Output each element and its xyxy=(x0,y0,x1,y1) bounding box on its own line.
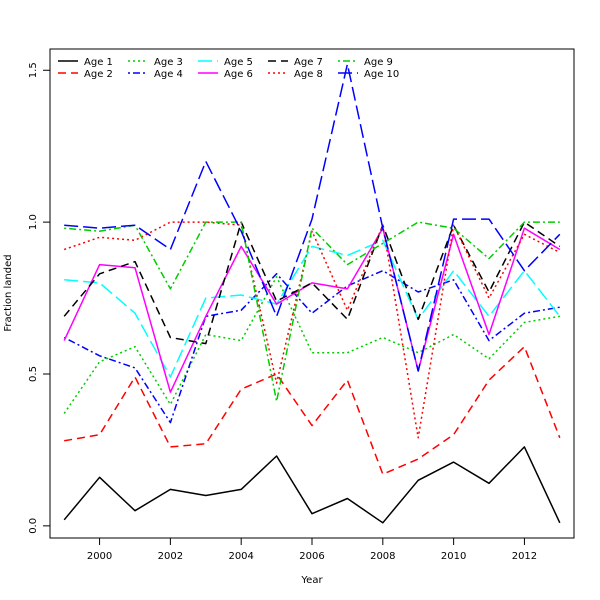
series-line-age-9 xyxy=(64,221,560,403)
y-tick-label: 0.0 xyxy=(28,518,39,534)
series-line-age-8 xyxy=(63,221,561,439)
series-line-age-6 xyxy=(63,227,561,393)
legend-label-age-3: Age 3 xyxy=(154,57,183,68)
series-line-age-4 xyxy=(63,269,560,424)
series-line-age-2 xyxy=(64,345,561,475)
x-axis: 2000 2002 2004 2006 2008 2010 2012 xyxy=(87,538,537,562)
legend-label-age-4: Age 4 xyxy=(154,69,183,80)
legend-label-age-5: Age 5 xyxy=(224,57,253,68)
x-tick-label: 2008 xyxy=(370,551,395,562)
series-line-age-1 xyxy=(63,446,561,524)
legend-label-age-7: Age 7 xyxy=(294,57,323,68)
legend-label-age-10: Age 10 xyxy=(364,69,399,80)
legend-label-age-1: Age 1 xyxy=(84,57,113,68)
series-lines xyxy=(63,63,561,524)
legend-label-age-8: Age 8 xyxy=(294,69,323,80)
series-line-age-7 xyxy=(63,221,561,345)
plot-frame xyxy=(49,48,575,539)
legend-label-age-9: Age 9 xyxy=(364,57,393,68)
x-tick-label: 2006 xyxy=(299,551,324,562)
legend-label-age-6: Age 6 xyxy=(224,69,253,80)
y-tick-label: 0.5 xyxy=(28,366,39,382)
series-line-age-3 xyxy=(63,276,560,414)
y-tick-label: 1.0 xyxy=(28,214,39,230)
x-tick-label: 2000 xyxy=(87,551,112,562)
y-tick-label: 1.5 xyxy=(28,62,39,78)
series-line-age-5 xyxy=(64,239,561,378)
legend-label-age-2: Age 2 xyxy=(84,69,113,80)
x-tick-label: 2012 xyxy=(512,551,537,562)
x-tick-label: 2002 xyxy=(158,551,183,562)
x-tick-label: 2004 xyxy=(228,551,253,562)
series-line-age-10 xyxy=(64,63,561,372)
y-axis: 0.0 0.5 1.0 1.5 xyxy=(28,62,50,534)
x-tick-label: 2010 xyxy=(441,551,466,562)
y-axis-title: Fraction landed xyxy=(3,254,14,331)
x-axis-title: Year xyxy=(300,575,323,586)
